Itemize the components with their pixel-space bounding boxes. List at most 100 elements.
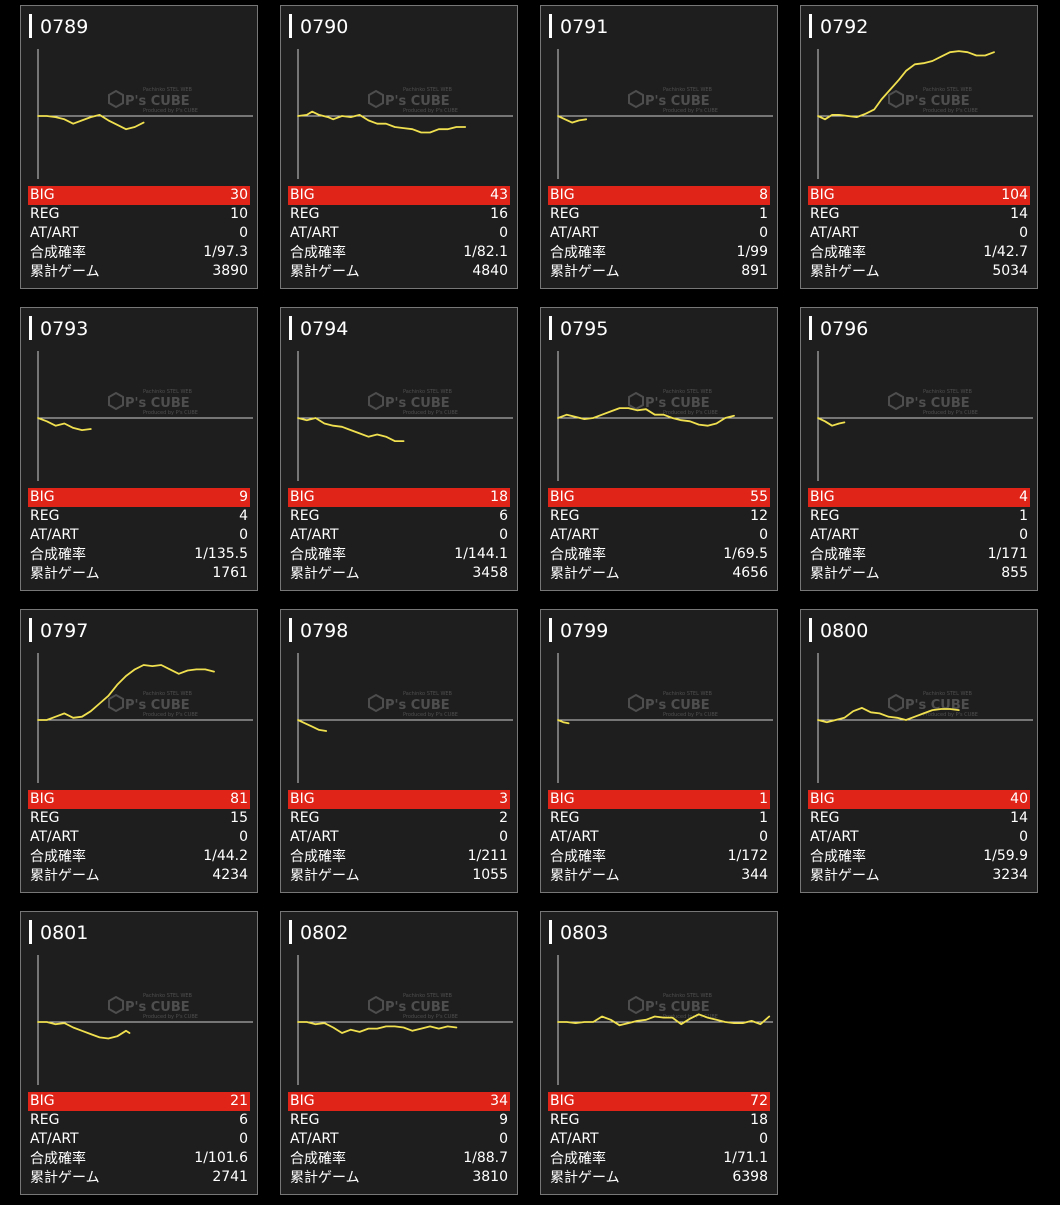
machine-number: 0800 [809, 618, 868, 642]
reg-count-row: REG 18 [548, 1111, 770, 1130]
stat-value: 9 [499, 1112, 508, 1129]
stat-label: 合成確率 [30, 1150, 86, 1167]
machine-card-0801[interactable]: 0801 P's CUBE Pachinko STEL WEB Produced by… [20, 911, 258, 1195]
stat-label: REG [290, 508, 320, 525]
watermark-caption-bottom: Produced by P's CUBE [143, 108, 198, 114]
at-count-row: AT/ART 0 [288, 828, 510, 847]
machine-card-0794[interactable]: 0794 P's CUBE Pachinko STEL WEB Produced by… [280, 307, 518, 591]
machine-card-0799[interactable]: 0799 P's CUBE Pachinko STEL WEB Produced by… [540, 609, 778, 893]
watermark-logo: P's CUBE [385, 396, 450, 411]
reg-count-row: REG 9 [288, 1111, 510, 1130]
machine-card-0795[interactable]: 0795 P's CUBE Pachinko STEL WEB Produced by… [540, 307, 778, 591]
watermark-caption-bottom: Produced by P's CUBE [403, 1014, 458, 1020]
stat-label: BIG [30, 187, 55, 204]
cube-icon [628, 693, 644, 713]
combined-probability-row: 合成確率 1/42.7 [808, 242, 1030, 261]
machine-card-0791[interactable]: 0791 P's CUBE Pachinko STEL WEB Produced by… [540, 5, 778, 289]
machine-card-0789[interactable]: 0789 P's CUBE Pachinko STEL WEB Produced by… [20, 5, 258, 289]
watermark-logo: P's CUBE [125, 698, 190, 713]
stat-value: 1 [759, 810, 768, 827]
watermark-logo: P's CUBE [385, 94, 450, 109]
slump-line [297, 1021, 458, 1034]
stat-label: REG [810, 508, 840, 525]
machine-card-0802[interactable]: 0802 P's CUBE Pachinko STEL WEB Produced by… [280, 911, 518, 1195]
combined-probability-row: 合成確率 1/211 [288, 846, 510, 865]
machine-card-0800[interactable]: 0800 P's CUBE Pachinko STEL WEB Produced by… [800, 609, 1038, 893]
cube-icon [628, 995, 644, 1015]
watermark-caption-top: Pachinko STEL WEB [403, 993, 453, 999]
total-games-row: 累計ゲーム 855 [808, 563, 1030, 582]
stat-value: 1/69.5 [723, 545, 768, 562]
stats-table: BIG 3 REG 2 AT/ART 0 合成確率 1/211 累計ゲーム 1055 [288, 790, 510, 884]
machine-card-0803[interactable]: 0803 P's CUBE Pachinko STEL WEB Produced by… [540, 911, 778, 1195]
big-count-row: BIG 18 [288, 488, 510, 507]
stat-value: 3234 [992, 866, 1028, 883]
stat-label: 累計ゲーム [290, 867, 360, 884]
stat-label: AT/ART [30, 1130, 79, 1147]
machine-card-0797[interactable]: 0797 P's CUBE Pachinko STEL WEB Produced by… [20, 609, 258, 893]
watermark-caption-bottom: Produced by P's CUBE [143, 410, 198, 416]
stat-label: REG [810, 206, 840, 223]
stat-value: 891 [741, 262, 768, 279]
machine-card-0790[interactable]: 0790 P's CUBE Pachinko STEL WEB Produced by… [280, 5, 518, 289]
machine-card-0798[interactable]: 0798 P's CUBE Pachinko STEL WEB Produced by… [280, 609, 518, 893]
stat-label: AT/ART [810, 828, 859, 845]
stat-label: 累計ゲーム [550, 1169, 620, 1186]
stat-value: 0 [499, 1130, 508, 1147]
machine-number: 0794 [289, 316, 348, 340]
machine-card-0793[interactable]: 0793 P's CUBE Pachinko STEL WEB Produced by… [20, 307, 258, 591]
combined-probability-row: 合成確率 1/144.1 [288, 544, 510, 563]
stat-value: 14 [1010, 206, 1028, 223]
watermark-logo: P's CUBE [645, 698, 710, 713]
stats-table: BIG 40 REG 14 AT/ART 0 合成確率 1/59.9 累計ゲーム 3234 [808, 790, 1030, 884]
stat-value: 1/44.2 [203, 847, 248, 864]
slump-line [37, 1021, 131, 1040]
stat-label: BIG [810, 791, 835, 808]
cube-icon [108, 391, 124, 411]
stat-value: 1 [759, 791, 768, 808]
stat-value: 0 [499, 526, 508, 543]
slump-line [817, 707, 960, 724]
total-games-row: 累計ゲーム 4656 [548, 563, 770, 582]
reg-count-row: REG 12 [548, 507, 770, 526]
total-games-row: 累計ゲーム 4234 [28, 865, 250, 884]
slump-line [37, 114, 145, 131]
stat-value: 1/71.1 [723, 1149, 768, 1166]
stat-value: 1/144.1 [454, 545, 508, 562]
stat-value: 4234 [212, 866, 248, 883]
stat-label: AT/ART [30, 828, 79, 845]
slump-line [557, 115, 588, 124]
watermark-caption-top: Pachinko STEL WEB [923, 691, 973, 697]
stat-value: 1/99 [736, 243, 768, 260]
stat-label: 累計ゲーム [290, 565, 360, 582]
total-games-row: 累計ゲーム 5034 [808, 261, 1030, 280]
machine-number: 0799 [549, 618, 608, 642]
combined-probability-row: 合成確率 1/69.5 [548, 544, 770, 563]
watermark-logo: P's CUBE [385, 1000, 450, 1015]
stat-value: 8 [759, 187, 768, 204]
stat-value: 0 [499, 224, 508, 241]
stat-value: 1/42.7 [983, 243, 1028, 260]
at-count-row: AT/ART 0 [548, 224, 770, 243]
stat-value: 72 [750, 1093, 768, 1110]
machine-card-0792[interactable]: 0792 P's CUBE Pachinko STEL WEB Produced by… [800, 5, 1038, 289]
at-count-row: AT/ART 0 [28, 1130, 250, 1149]
combined-probability-row: 合成確率 1/59.9 [808, 846, 1030, 865]
machine-number: 0791 [549, 14, 608, 38]
stat-value: 12 [750, 508, 768, 525]
stat-label: REG [550, 1112, 580, 1129]
watermark-caption-top: Pachinko STEL WEB [663, 993, 713, 999]
machine-card-0796[interactable]: 0796 P's CUBE Pachinko STEL WEB Produced by… [800, 307, 1038, 591]
machine-number: 0803 [549, 920, 608, 944]
stat-label: 累計ゲーム [30, 263, 100, 280]
stat-value: 0 [759, 224, 768, 241]
stat-label: REG [30, 1112, 60, 1129]
